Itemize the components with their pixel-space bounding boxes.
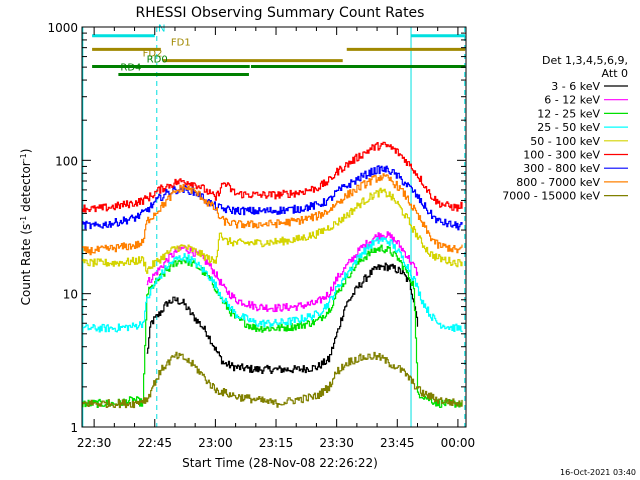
x-tick-label-0: 22:30: [77, 436, 112, 450]
legend-label-1: 6 - 12 keV: [544, 94, 600, 107]
legend-label-2: 12 - 25 keV: [537, 107, 600, 120]
state-bar-label-2: FD2: [143, 49, 163, 60]
series-line-4: [82, 187, 463, 274]
x-axis: 22:30 22:45 23:00 23:15 23:30 23:45 00:00: [77, 27, 475, 450]
state-bar-label-1: FD1: [171, 37, 191, 48]
x-tick-label-5: 23:45: [380, 436, 415, 450]
y-tick-label-2: 100: [55, 154, 78, 168]
series-line-5: [82, 141, 463, 213]
y-axis-label: Count Rate (s-1 detector-1): [19, 149, 34, 306]
y-axis-label-sup2: -1: [19, 153, 28, 161]
x-tick-label-4: 23:30: [319, 436, 354, 450]
y-axis: 1 10 100 1000: [47, 21, 466, 435]
series-line-0: [146, 262, 419, 374]
x-axis-label: Start Time (28-Nov-08 22:26:22): [182, 456, 378, 470]
legend-label-4: 50 - 100 keV: [530, 135, 600, 148]
y-tick-label-0: 1: [70, 421, 78, 435]
series-layer: [82, 141, 463, 409]
x-tick-label-2: 23:00: [198, 436, 233, 450]
series-line-2: [82, 244, 463, 408]
state-bar-label-0: N: [158, 24, 165, 35]
series-line-7: [82, 173, 463, 256]
y-tick-label-1: 10: [63, 288, 78, 302]
y-axis-label-tail: detector: [19, 161, 33, 216]
legend-label-6: 300 - 800 keV: [523, 162, 600, 175]
legend-header-line-2: Att 0: [602, 67, 628, 80]
footer-timestamp: 16-Oct-2021 03:40: [560, 468, 636, 477]
y-axis-label-main: Count Rate (s: [19, 224, 33, 306]
series-line-6: [82, 165, 463, 231]
legend-label-5: 100 - 300 keV: [523, 149, 600, 162]
chart-title: RHESSI Observing Summary Count Rates: [136, 5, 425, 21]
legend-label-0: 3 - 6 keV: [551, 80, 600, 93]
y-axis-label-end: ): [19, 149, 33, 154]
series-line-8: [82, 351, 463, 409]
x-tick-label-6: 00:00: [441, 436, 476, 450]
legend-label-8: 7000 - 15000 keV: [502, 190, 600, 203]
legend-header-line-1: Det 1,3,4,5,6,9,: [542, 54, 628, 67]
legend-label-7: 800 - 7000 keV: [516, 176, 600, 189]
x-tick-label-3: 23:15: [259, 436, 294, 450]
plot-frame: [81, 26, 467, 428]
state-bar-label-4: RD4: [120, 63, 141, 74]
y-tick-label-3: 1000: [47, 21, 78, 35]
series-line-3: [82, 237, 463, 333]
x-tick-label-1: 22:45: [137, 436, 172, 450]
legend-label-3: 25 - 50 keV: [537, 121, 600, 134]
y-axis-label-sup: -1: [19, 216, 28, 224]
state-bar-label-3: RD0: [147, 55, 168, 66]
